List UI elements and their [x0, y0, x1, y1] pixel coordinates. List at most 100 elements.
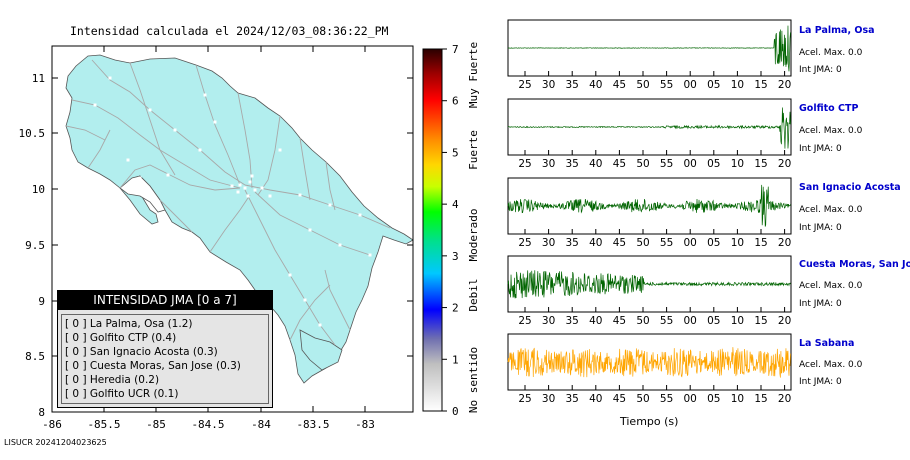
legend-item: [ 0 ] Golfito CTP (0.4) — [65, 332, 177, 344]
x-tick-label: -83.5 — [296, 418, 329, 431]
road — [209, 194, 251, 253]
town-marker — [238, 183, 242, 187]
time-tick-label: 45 — [613, 237, 626, 249]
map-frame — [51, 45, 414, 413]
time-axis-label: Tiempo (s) — [620, 415, 679, 428]
town-marker — [236, 190, 240, 194]
time-tick-label: 45 — [613, 315, 626, 327]
time-tick-label: 00 — [684, 393, 697, 405]
time-tick-label: 05 — [707, 79, 720, 91]
road — [119, 164, 241, 191]
time-tick-label: 35 — [566, 79, 579, 91]
y-tick-label: 9.5 — [25, 239, 45, 252]
time-tick-label: 30 — [542, 315, 555, 327]
waveform-panel: 25 30 35 40 45 50 55 00 05 10 15 20 — [507, 177, 792, 249]
town-marker — [260, 186, 264, 190]
legend-header: INTENSIDAD JMA [0 a 7] — [58, 291, 272, 310]
time-tick-label: 15 — [754, 393, 767, 405]
intensity-class-label: Moderado — [467, 209, 480, 262]
waveform-panel: 25 30 35 40 45 50 55 00 05 10 15 20 — [507, 98, 792, 170]
station-accel: Acel. Max. 0.0 — [799, 360, 863, 370]
time-tick-label: 20 — [778, 158, 791, 170]
time-tick-label: 20 — [778, 393, 791, 405]
road — [159, 199, 193, 233]
station-name: Cuesta Moras, San Jose — [799, 259, 910, 270]
town-marker — [308, 228, 312, 232]
town-marker — [358, 213, 362, 217]
time-tick-label: 35 — [566, 237, 579, 249]
colorbar-tick-label: 2 — [452, 302, 459, 315]
station-accel: Acel. Max. 0.0 — [799, 205, 863, 215]
intensity-class-label: Fuerte — [467, 130, 480, 170]
map-title: Intensidad calculada el 2024/12/03_08:36… — [70, 24, 389, 38]
time-tick-label: 00 — [684, 79, 697, 91]
road — [91, 59, 246, 186]
colorbar-tick-label: 5 — [452, 146, 459, 159]
x-tick-label: -83 — [355, 418, 375, 431]
town-marker — [138, 176, 142, 180]
town-marker — [250, 174, 254, 178]
waveform-trace — [507, 25, 791, 72]
legend-item: [ 0 ] Golfito UCR (0.1) — [65, 388, 179, 400]
intensity-class-label: No sentido — [467, 347, 480, 413]
footer-id: LISUCR 20241204023625 — [4, 438, 107, 447]
legend-list: [ 0 ] La Palma, Osa (1.2) [ 0 ] Golfito … — [61, 314, 269, 404]
y-tick-label: 10.5 — [19, 127, 46, 140]
station-int: Int JMA: 0 — [799, 144, 842, 154]
time-tick-label: 30 — [542, 237, 555, 249]
time-tick-label: 40 — [589, 158, 602, 170]
time-tick-label: 25 — [518, 79, 531, 91]
y-tick-label: 10 — [32, 183, 45, 196]
town-marker — [126, 158, 130, 162]
time-tick-label: 55 — [660, 158, 673, 170]
time-tick-label: 50 — [636, 237, 649, 249]
road — [129, 62, 176, 176]
time-tick-label: 20 — [778, 237, 791, 249]
road — [87, 129, 111, 169]
town-marker — [198, 148, 202, 152]
time-tick-label: 30 — [542, 79, 555, 91]
time-tick-label: 25 — [518, 315, 531, 327]
colorbar-tick-label: 3 — [452, 250, 459, 263]
town-marker — [288, 273, 292, 277]
intensity-class-label: Debil — [467, 278, 480, 311]
station-name: Golfito CTP — [799, 103, 859, 114]
time-tick-label: 10 — [731, 79, 744, 91]
station-accel: Acel. Max. 0.0 — [799, 281, 863, 291]
nicoya-gulf-water — [119, 175, 166, 213]
x-tick-label: -85 — [146, 418, 166, 431]
station-int: Int JMA: 0 — [799, 223, 842, 233]
legend-item: [ 0 ] San Ignacio Acosta (0.3) — [65, 346, 218, 358]
time-tick-label: 10 — [731, 315, 744, 327]
colorbar-tick-label: 0 — [452, 405, 459, 418]
time-tick-label: 15 — [754, 315, 767, 327]
time-tick-label: 05 — [707, 158, 720, 170]
time-tick-label: 55 — [660, 79, 673, 91]
town-marker — [230, 184, 234, 188]
time-tick-label: 15 — [754, 79, 767, 91]
x-tick-label: -85.5 — [87, 418, 120, 431]
y-tick-label: 11 — [32, 72, 45, 85]
time-tick-label: 20 — [778, 79, 791, 91]
x-tick-label: -84.5 — [191, 418, 224, 431]
town-marker — [203, 93, 207, 97]
time-tick-label: 50 — [636, 393, 649, 405]
time-tick-label: 40 — [589, 315, 602, 327]
town-marker — [253, 188, 257, 192]
time-tick-label: 05 — [707, 315, 720, 327]
colorbar-tick-label: 1 — [452, 353, 459, 366]
costa-rica-landmass — [65, 54, 413, 384]
town-marker — [368, 253, 372, 257]
time-tick-label: 40 — [589, 393, 602, 405]
waveform-panel: 25 30 35 40 45 50 55 00 05 10 15 20 — [507, 19, 792, 91]
osa-peninsula — [299, 329, 343, 371]
time-tick-label: 50 — [636, 158, 649, 170]
town-marker — [303, 298, 307, 302]
time-tick-label: 10 — [731, 237, 744, 249]
town-marker — [268, 194, 272, 198]
time-tick-label: 20 — [778, 315, 791, 327]
colorbar-ticks: 0 1 2 3 4 5 6 7 — [442, 43, 459, 418]
time-tick-label: 55 — [660, 315, 673, 327]
legend-item: [ 0 ] Heredia (0.2) — [65, 374, 160, 386]
